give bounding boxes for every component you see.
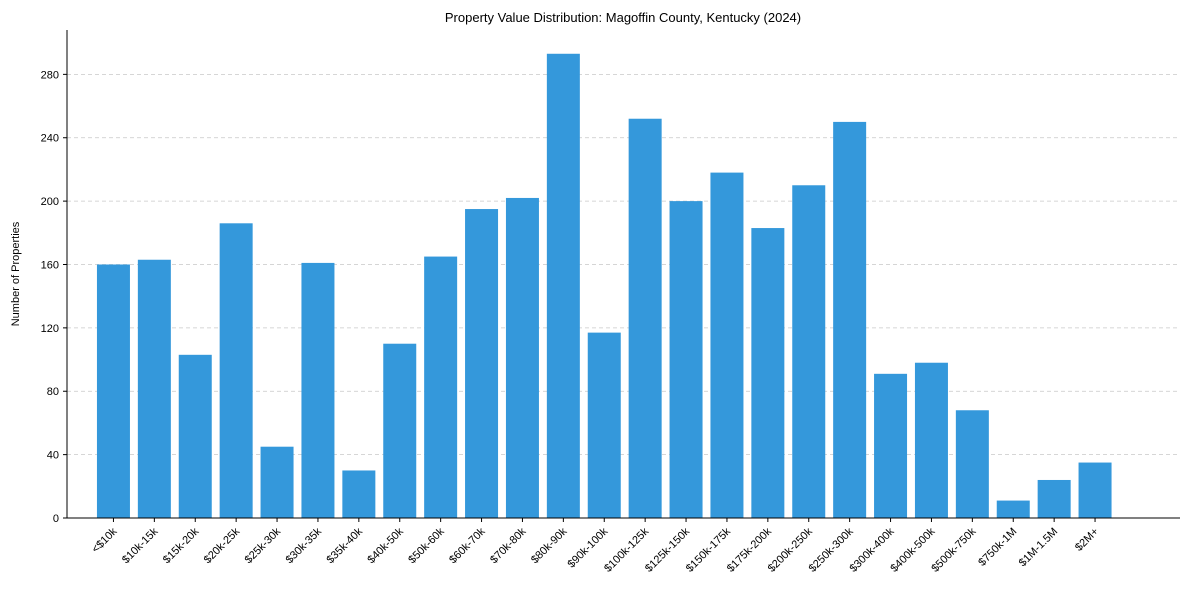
- bar: [260, 446, 294, 518]
- chart-title: Property Value Distribution: Magoffin Co…: [445, 10, 801, 25]
- bar: [219, 223, 253, 519]
- bar: [1037, 479, 1071, 518]
- bar: [96, 264, 130, 518]
- y-tick-label: 240: [41, 133, 59, 145]
- x-tick-label: $35k-40k: [324, 525, 365, 566]
- x-tick-label: <$10k: [90, 525, 120, 555]
- x-tick-label: $60k-70k: [447, 525, 488, 566]
- x-tick-label: $2M+: [1073, 526, 1101, 554]
- bar: [669, 201, 703, 518]
- bar: [710, 172, 744, 518]
- bar: [628, 118, 662, 518]
- bar: [1078, 462, 1112, 518]
- y-tick-label: 160: [41, 259, 59, 271]
- x-tick-label: $15k-20k: [161, 525, 202, 566]
- x-tick-label: $80k-90k: [529, 525, 570, 566]
- x-tick-label: $50k-60k: [406, 525, 447, 566]
- bar: [546, 53, 580, 519]
- x-tick-label: $750k-1M: [976, 526, 1019, 569]
- bar: [751, 228, 785, 519]
- bar: [342, 470, 376, 518]
- y-tick-label: 120: [41, 323, 59, 335]
- x-tick-label: $70k-80k: [488, 525, 529, 566]
- bar: [955, 410, 989, 518]
- bar: [505, 197, 539, 518]
- x-ticks: <$10k $10k-15k $15k-20k $20k-25k $25k-30k $30…: [90, 518, 1101, 575]
- y-tick-label: 0: [53, 513, 59, 525]
- bar: [996, 500, 1030, 518]
- bars: [96, 53, 1112, 519]
- bar: [914, 362, 948, 518]
- y-tick-label: 80: [47, 386, 59, 398]
- bar: [137, 259, 171, 518]
- bar: [424, 256, 458, 518]
- x-tick-label: $25k-30k: [243, 525, 284, 566]
- bar: [874, 373, 908, 518]
- x-tick-label: $500k-750k: [929, 525, 978, 574]
- bar: [301, 262, 335, 518]
- bar: [587, 332, 621, 518]
- y-tick-label: 280: [41, 69, 59, 81]
- x-tick-label: $30k-35k: [284, 525, 325, 566]
- axes: [66, 30, 1180, 519]
- y-ticks: 0 40 80 120 160 200 240 280: [41, 69, 67, 525]
- bar: [178, 354, 212, 518]
- y-tick-label: 40: [47, 450, 59, 462]
- y-tick-label: 200: [41, 196, 59, 208]
- x-tick-label: $20k-25k: [202, 525, 243, 566]
- y-axis-label: Number of Properties: [10, 221, 22, 326]
- bar: [833, 121, 867, 519]
- x-tick-label: $10k-15k: [120, 525, 161, 566]
- x-tick-label: $40k-50k: [365, 525, 406, 566]
- bar: [792, 185, 826, 518]
- x-tick-label: $1M-1.5M: [1017, 526, 1061, 570]
- bar: [383, 343, 417, 518]
- bar: [465, 209, 499, 519]
